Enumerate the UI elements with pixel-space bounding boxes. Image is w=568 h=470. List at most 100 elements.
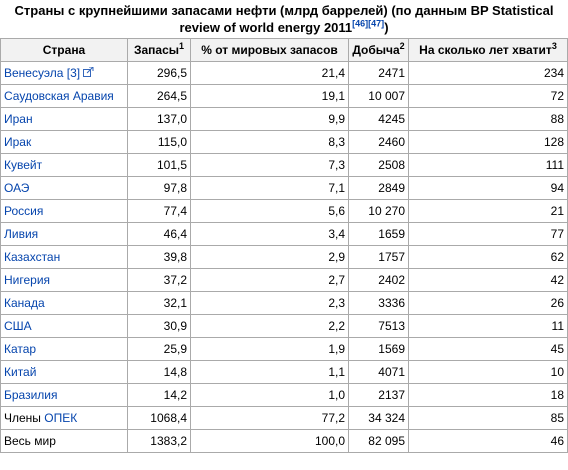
value-cell: 3336	[348, 291, 409, 315]
value-cell: 10	[408, 360, 568, 384]
value-cell: 234	[408, 61, 568, 85]
value-cell: 97,8	[127, 176, 191, 200]
country-link[interactable]: США	[4, 319, 32, 333]
value-cell: 9,9	[190, 107, 349, 131]
value-cell: 26	[408, 291, 568, 315]
value-cell: 128	[408, 130, 568, 154]
caption-close: )	[384, 20, 389, 35]
table-row: Нигерия 37,2 2,7 2402 42	[0, 268, 568, 292]
value-cell: 46	[408, 429, 568, 453]
country-prefix: Члены	[4, 411, 41, 425]
value-cell: 37,2	[127, 268, 191, 292]
value-cell: 77,2	[190, 406, 349, 430]
country-cell: Катар	[0, 337, 128, 361]
country-link[interactable]: Венесуэла	[4, 66, 64, 80]
country-cell: Бразилия	[0, 383, 128, 407]
country-link[interactable]: ОАЭ	[4, 181, 30, 195]
column-header: Запасы1	[127, 38, 191, 62]
country-cell: Китай	[0, 360, 128, 384]
value-cell: 1,0	[190, 383, 349, 407]
value-cell: 85	[408, 406, 568, 430]
country-link[interactable]: Кувейт	[4, 158, 43, 172]
value-cell: 72	[408, 84, 568, 108]
value-cell: 1569	[348, 337, 409, 361]
country-cell: Весь мир	[0, 429, 128, 453]
value-cell: 5,6	[190, 199, 349, 223]
country-link[interactable]: Ирак	[4, 135, 32, 149]
country-link[interactable]: Канада	[4, 296, 45, 310]
value-cell: 137,0	[127, 107, 191, 131]
table-row: Канада 32,1 2,3 3336 26	[0, 291, 568, 315]
value-cell: 1,9	[190, 337, 349, 361]
country-link[interactable]: Нигерия	[4, 273, 51, 287]
external-note-link[interactable]: [3]	[66, 66, 81, 80]
value-cell: 1659	[348, 222, 409, 246]
country-link[interactable]: Саудовская Аравия	[4, 89, 114, 103]
country-cell: Казахстан	[0, 245, 128, 269]
header-text: Добыча	[352, 43, 400, 57]
value-cell: 2460	[348, 130, 409, 154]
value-cell: 2849	[348, 176, 409, 200]
value-cell: 77,4	[127, 199, 191, 223]
value-cell: 45	[408, 337, 568, 361]
country-link[interactable]: Иран	[4, 112, 33, 126]
value-cell: 2,3	[190, 291, 349, 315]
value-cell: 94	[408, 176, 568, 200]
caption-refs: [46][47]	[352, 19, 384, 29]
value-cell: 1068,4	[127, 406, 191, 430]
table-row: ОАЭ 97,8 7,1 2849 94	[0, 176, 568, 200]
value-cell: 1,1	[190, 360, 349, 384]
value-cell: 2,2	[190, 314, 349, 338]
country-link[interactable]: Россия	[4, 204, 44, 218]
value-cell: 100,0	[190, 429, 349, 453]
value-cell: 2402	[348, 268, 409, 292]
value-cell: 2137	[348, 383, 409, 407]
table-row: Китай 14,8 1,1 4071 10	[0, 360, 568, 384]
table-row: Ливия 46,4 3,4 1659 77	[0, 222, 568, 246]
value-cell: 264,5	[127, 84, 191, 108]
table-row: Иран 137,0 9,9 4245 88	[0, 107, 568, 131]
country-link[interactable]: Китай	[4, 365, 37, 379]
table-body: Венесуэла [3] 296,5 21,4 2471 234 Саудовская …	[0, 61, 568, 453]
value-cell: 14,8	[127, 360, 191, 384]
value-cell: 3,4	[190, 222, 349, 246]
value-cell: 4245	[348, 107, 409, 131]
value-cell: 101,5	[127, 153, 191, 177]
table-row: Россия 77,4 5,6 10 270 21	[0, 199, 568, 223]
column-header: Страна	[0, 38, 128, 62]
country-cell: Саудовская Аравия	[0, 84, 128, 108]
value-cell: 25,9	[127, 337, 191, 361]
value-cell: 2508	[348, 153, 409, 177]
country-link[interactable]: Ливия	[4, 227, 39, 241]
value-cell: 4071	[348, 360, 409, 384]
country-cell: Россия	[0, 199, 128, 223]
table-row: Весь мир 1383,2 100,0 82 095 46	[0, 429, 568, 453]
value-cell: 10 007	[348, 84, 409, 108]
country-cell: Иран	[0, 107, 128, 131]
header-text: % от мировых запасов	[201, 43, 338, 57]
value-cell: 18	[408, 383, 568, 407]
value-cell: 2,9	[190, 245, 349, 269]
reference-link[interactable]: [47]	[368, 18, 385, 29]
header-note: 1	[179, 41, 185, 51]
value-cell: 32,1	[127, 291, 191, 315]
value-cell: 62	[408, 245, 568, 269]
header-note: 3	[551, 41, 557, 51]
country-link[interactable]: ОПЕК	[44, 411, 78, 425]
value-cell: 111	[408, 153, 568, 177]
reference-link[interactable]: [46]	[352, 18, 369, 29]
table-row: Саудовская Аравия 264,5 19,1 10 007 72	[0, 84, 568, 108]
table-row: Катар 25,9 1,9 1569 45	[0, 337, 568, 361]
country-link[interactable]: Катар	[4, 342, 37, 356]
country-cell: ОАЭ	[0, 176, 128, 200]
table-row: Кувейт 101,5 7,3 2508 111	[0, 153, 568, 177]
value-cell: 19,1	[190, 84, 349, 108]
country-cell: Кувейт	[0, 153, 128, 177]
table-row: США 30,9 2,2 7513 11	[0, 314, 568, 338]
value-cell: 77	[408, 222, 568, 246]
country-cell: Ливия	[0, 222, 128, 246]
country-link[interactable]: Казахстан	[4, 250, 61, 264]
value-cell: 2,7	[190, 268, 349, 292]
country-link[interactable]: Бразилия	[4, 388, 58, 402]
value-cell: 21,4	[190, 61, 349, 85]
